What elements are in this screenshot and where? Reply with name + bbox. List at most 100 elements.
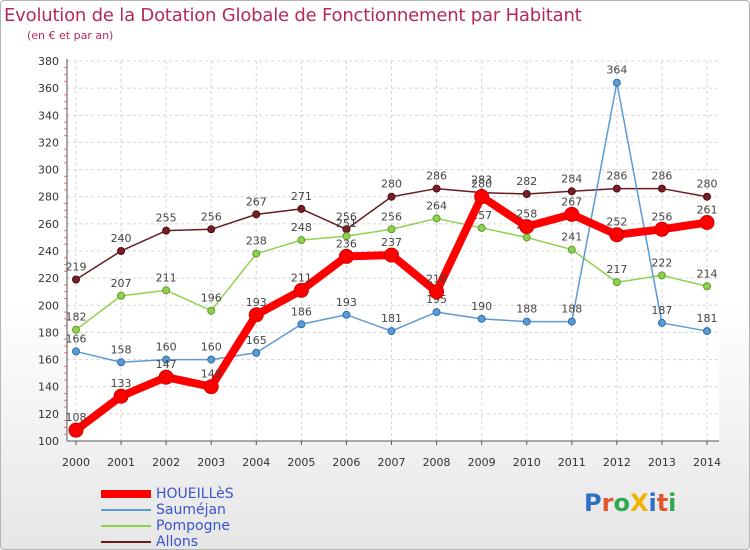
data-label-houeilles: 267 xyxy=(561,195,582,208)
x-tick-label: 2008 xyxy=(423,456,451,469)
y-tick-label: 240 xyxy=(38,245,59,258)
data-label-saumejan: 181 xyxy=(381,312,402,325)
data-label-houeilles: 280 xyxy=(471,178,492,191)
data-point-allons xyxy=(252,210,261,219)
data-label-allons: 286 xyxy=(606,170,627,183)
data-point-saumejan xyxy=(657,318,666,327)
data-point-saumejan xyxy=(432,308,441,317)
x-tick-label: 2009 xyxy=(468,456,496,469)
x-tick-label: 2003 xyxy=(197,456,225,469)
data-label-houeilles: 237 xyxy=(381,236,402,249)
data-label-allons: 271 xyxy=(291,190,312,203)
data-label-pompogne: 256 xyxy=(381,210,402,223)
data-point-houeilles xyxy=(474,189,490,205)
data-label-pompogne: 248 xyxy=(291,221,312,234)
data-point-saumejan xyxy=(252,348,261,357)
logo-letter: P xyxy=(584,489,602,517)
data-point-houeilles xyxy=(654,221,670,237)
data-label-saumejan: 364 xyxy=(606,64,627,77)
data-label-allons: 283 xyxy=(471,174,492,187)
data-point-allons xyxy=(522,190,531,198)
data-label-saumejan: 165 xyxy=(246,334,267,347)
data-label-pompogne: 182 xyxy=(66,311,87,324)
x-tick-label: 2010 xyxy=(513,456,541,469)
data-point-houeilles xyxy=(248,307,264,323)
data-point-saumejan xyxy=(387,327,396,336)
y-tick-label: 320 xyxy=(38,136,59,149)
data-label-pompogne: 196 xyxy=(201,292,222,305)
data-label-allons: 255 xyxy=(156,212,177,225)
data-label-pompogne: 211 xyxy=(156,271,177,284)
data-point-pompogne xyxy=(522,233,531,242)
data-point-houeilles xyxy=(203,379,219,395)
data-label-pompogne: 207 xyxy=(111,277,132,290)
y-tick-label: 280 xyxy=(38,191,59,204)
data-point-allons xyxy=(567,187,576,196)
legend-swatch xyxy=(101,490,151,498)
x-tick-label: 2000 xyxy=(62,456,90,469)
data-point-pompogne xyxy=(72,325,80,334)
data-point-saumejan xyxy=(477,314,486,323)
data-label-saumejan: 187 xyxy=(651,304,672,317)
y-tick-label: 300 xyxy=(38,164,59,177)
data-label-houeilles: 261 xyxy=(697,204,718,217)
data-point-pompogne xyxy=(342,232,351,241)
data-label-saumejan: 186 xyxy=(291,305,312,318)
y-tick-label: 360 xyxy=(38,82,59,95)
x-tick-label: 2004 xyxy=(242,456,270,469)
data-label-houeilles: 108 xyxy=(66,411,87,424)
legend-swatch xyxy=(101,509,151,511)
data-label-allons: 256 xyxy=(201,210,222,223)
data-point-saumejan xyxy=(117,358,126,367)
data-label-allons: 286 xyxy=(426,170,447,183)
data-point-houeilles xyxy=(609,227,625,243)
y-tick-label: 100 xyxy=(38,435,59,448)
data-label-houeilles: 140 xyxy=(201,368,222,381)
data-point-houeilles xyxy=(293,282,309,298)
data-point-pompogne xyxy=(612,278,621,287)
data-point-allons xyxy=(432,184,441,193)
x-tick-label: 2005 xyxy=(287,456,315,469)
data-point-houeilles xyxy=(429,284,445,300)
data-point-allons xyxy=(657,184,666,193)
data-label-allons: 284 xyxy=(561,172,582,185)
data-point-pompogne xyxy=(477,223,486,232)
data-label-allons: 282 xyxy=(516,175,537,188)
data-point-allons xyxy=(612,184,621,193)
data-label-houeilles: 236 xyxy=(336,237,357,250)
data-label-saumejan: 166 xyxy=(66,332,87,345)
legend-label: HOUEILLèS xyxy=(156,486,234,502)
data-point-saumejan xyxy=(522,317,531,326)
y-tick-label: 220 xyxy=(38,272,59,285)
data-point-allons xyxy=(207,225,216,234)
x-tick-label: 2006 xyxy=(332,456,360,469)
logo-letter: o xyxy=(613,489,630,517)
data-label-houeilles: 210 xyxy=(426,273,447,286)
data-label-saumejan: 160 xyxy=(156,341,177,354)
data-label-allons: 240 xyxy=(111,232,132,245)
data-point-pompogne xyxy=(432,214,441,223)
y-tick-label: 200 xyxy=(38,299,59,312)
data-label-houeilles: 133 xyxy=(111,377,132,390)
legend-label: Allons xyxy=(156,534,199,550)
data-point-houeilles xyxy=(338,248,354,264)
data-label-pompogne: 214 xyxy=(697,267,718,280)
data-label-allons: 280 xyxy=(697,178,718,191)
data-point-saumejan xyxy=(612,78,621,87)
data-point-allons xyxy=(297,204,306,213)
data-point-pompogne xyxy=(162,286,171,295)
data-point-houeilles xyxy=(519,219,535,235)
data-point-saumejan xyxy=(567,317,576,326)
data-point-saumejan xyxy=(207,355,216,364)
x-tick-label: 2012 xyxy=(603,456,631,469)
proxiti-logo: ProXiti xyxy=(584,489,676,517)
data-label-houeilles: 252 xyxy=(606,216,627,229)
data-label-allons: 286 xyxy=(651,170,672,183)
data-label-saumejan: 181 xyxy=(697,312,718,325)
data-label-houeilles: 147 xyxy=(156,358,177,371)
data-point-pompogne xyxy=(117,291,126,300)
y-tick-label: 180 xyxy=(38,326,59,339)
legend-swatch xyxy=(101,525,151,527)
